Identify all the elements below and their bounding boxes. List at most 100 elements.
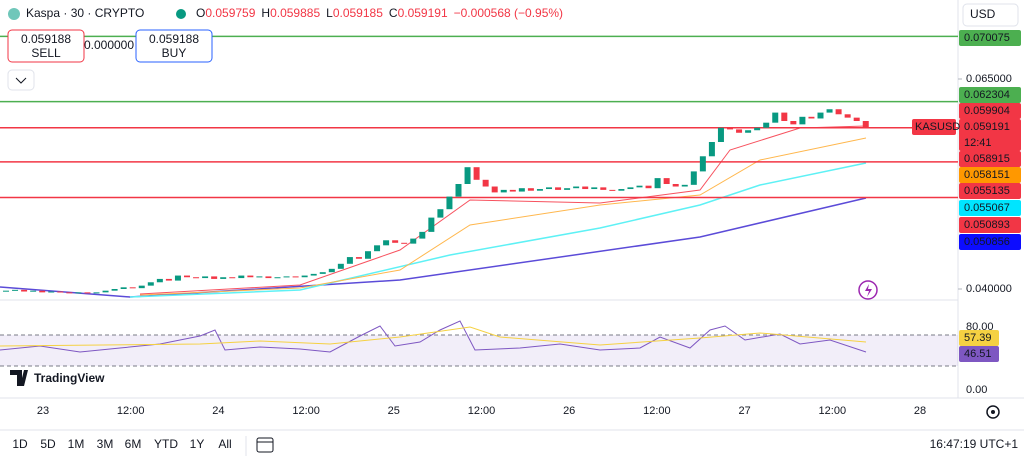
candle [745, 130, 752, 133]
candle [84, 292, 91, 294]
candle [736, 129, 743, 133]
buy-price[interactable]: 0.059188 [149, 32, 199, 46]
candle [3, 290, 9, 292]
price-label-bg [959, 151, 1021, 167]
price-label: 0.058151 [964, 169, 1010, 181]
candle [555, 187, 562, 190]
range-button[interactable]: 1Y [190, 437, 205, 451]
price-label: 0.055067 [964, 202, 1010, 214]
logo-mark [10, 370, 28, 386]
candle [627, 187, 634, 190]
candle [518, 188, 525, 192]
candle [156, 278, 163, 283]
candle [75, 292, 82, 294]
candle [256, 276, 263, 278]
candle [365, 251, 371, 259]
countdown: 12:41 [964, 137, 992, 149]
chevron [15, 77, 27, 84]
price-label: 0.070075 [964, 32, 1010, 44]
collapse-button[interactable] [7, 69, 35, 91]
ohlc-key: L [326, 6, 333, 20]
candle [274, 277, 281, 279]
time-label: 25 [388, 405, 400, 417]
sell-price[interactable]: 0.059188 [21, 32, 71, 46]
candle [265, 276, 272, 279]
candle [654, 178, 661, 189]
candle [781, 112, 788, 121]
candle [672, 184, 679, 187]
candle [238, 275, 245, 279]
price-tick-label: 0.065000 [966, 73, 1012, 85]
candle [835, 109, 842, 115]
candle [536, 189, 543, 191]
symbol[interactable]: Kaspa · 30 · CRYPTO [26, 6, 144, 20]
logo[interactable]: TradingView [34, 371, 105, 385]
ohlc-value: 0.059759 [205, 6, 255, 20]
candle [337, 263, 344, 269]
settings-icon[interactable] [986, 405, 1000, 419]
currency-box[interactable] [962, 3, 1019, 27]
ohlc-value: 0.059185 [333, 6, 383, 20]
candle [283, 276, 290, 278]
candle [564, 188, 571, 190]
time-label: 12:00 [117, 405, 145, 417]
price-label-bg [959, 103, 1021, 119]
candle [600, 187, 607, 190]
candle [57, 291, 64, 293]
calendar-icon[interactable] [256, 437, 274, 453]
candle [147, 282, 154, 286]
sell-label[interactable]: SELL [31, 46, 61, 60]
symbol-tag-bg [912, 119, 956, 135]
candle [636, 185, 643, 188]
candle [120, 287, 127, 289]
range-button[interactable]: 6M [125, 437, 142, 451]
candle [826, 109, 833, 113]
currency[interactable]: USD [970, 7, 996, 21]
candle [39, 290, 46, 293]
range-button[interactable]: All [218, 437, 231, 451]
rsi-tick-label: 0.00 [966, 384, 987, 396]
ma-fastest [139, 125, 867, 295]
candle [853, 117, 860, 121]
candle [527, 188, 534, 191]
range-button[interactable]: YTD [154, 437, 178, 451]
candle [500, 189, 507, 193]
price-label-bg [959, 167, 1021, 183]
clock: 16:47:19 UTC+1 [930, 437, 1019, 451]
candle [319, 272, 326, 274]
candle [247, 275, 254, 278]
ohlc-key: O [196, 6, 205, 20]
price-label-bg [959, 234, 1021, 250]
sell-button[interactable] [7, 29, 85, 63]
candle [491, 186, 498, 193]
candle [48, 291, 55, 293]
range-button[interactable]: 3M [97, 437, 114, 451]
candle [383, 240, 390, 246]
price-label: 0.059904 [964, 105, 1010, 117]
price-label: 0.059191 [964, 121, 1010, 133]
candle [202, 276, 209, 279]
candle [138, 285, 145, 289]
rsi-ma [0, 326, 867, 347]
candle [844, 114, 851, 118]
range-button[interactable]: 1M [68, 437, 85, 451]
time-label: 28 [914, 405, 926, 417]
buy-button[interactable] [135, 29, 213, 63]
time-label: 24 [212, 405, 224, 417]
range-button[interactable]: 5D [40, 437, 56, 451]
price-label: 0.055135 [964, 185, 1010, 197]
candle [717, 127, 724, 142]
price-label-bg [959, 30, 1021, 46]
buy-label[interactable]: BUY [162, 46, 187, 60]
candle [862, 121, 869, 128]
time-label: 23 [37, 405, 49, 417]
rsi-label: 57.39 [964, 332, 992, 344]
candle [708, 142, 715, 157]
range-button[interactable]: 1D [12, 437, 28, 451]
rsi-label: 46.51 [964, 348, 992, 360]
candle [428, 217, 435, 232]
candle [165, 278, 172, 281]
candle [310, 273, 317, 276]
time-label: 27 [738, 405, 750, 417]
